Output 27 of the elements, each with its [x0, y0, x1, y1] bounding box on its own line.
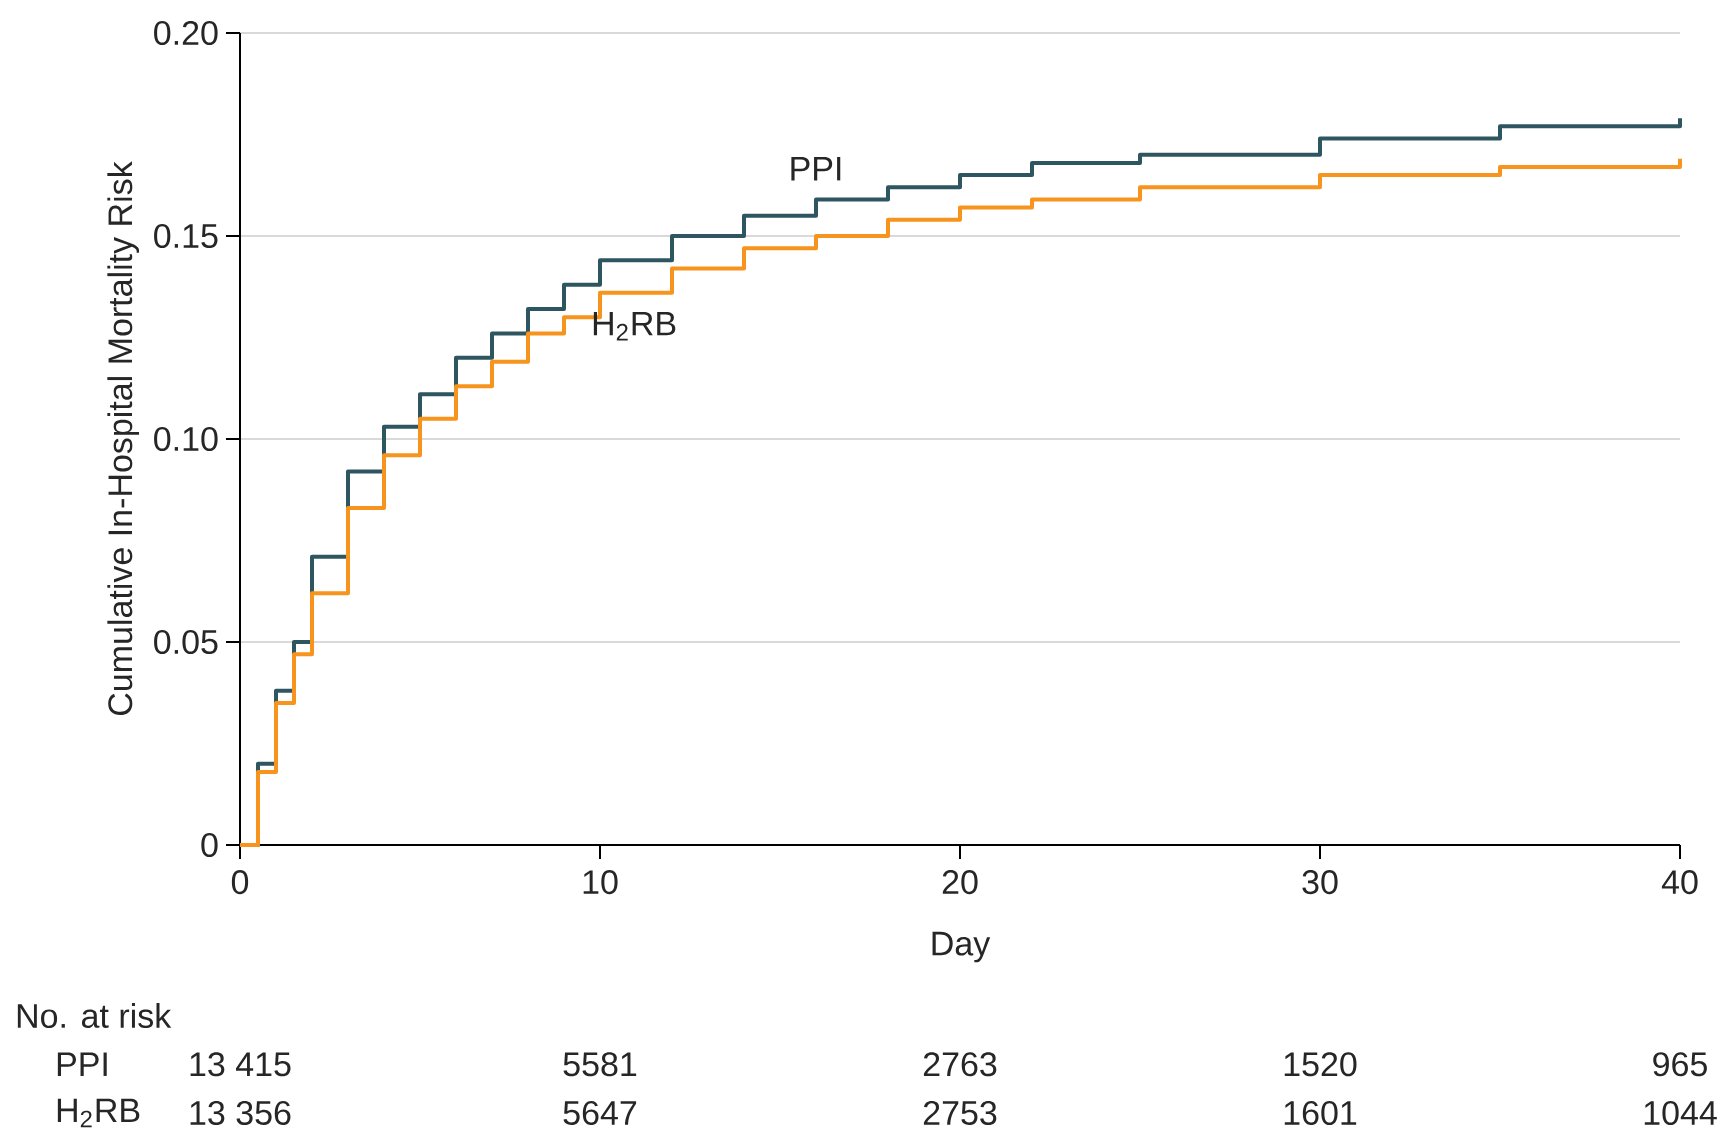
text: No. at risk — [17, 1003, 172, 1029]
text: 1520 — [1284, 1052, 1357, 1077]
text: 1044 — [1644, 1100, 1717, 1126]
text: 1601 — [1284, 1100, 1357, 1126]
text: 5647 — [563, 1100, 637, 1126]
text: 965 — [1653, 1052, 1707, 1077]
text: 5581 — [563, 1052, 637, 1077]
text: 2753 — [923, 1100, 997, 1126]
text: 13 415 — [190, 1052, 291, 1077]
x-tick-label: 0 — [231, 870, 249, 895]
text: H$_{2}$RB — [57, 1098, 140, 1128]
y-tick-label: 0.05 — [154, 629, 218, 655]
series-label: PPI — [791, 156, 841, 181]
y-tick-label: 0 — [201, 832, 218, 858]
text: 2763 — [923, 1052, 997, 1077]
x-axis-title: Day — [932, 931, 991, 963]
text: PPI — [57, 1052, 107, 1076]
x-tick-label: 10 — [583, 870, 618, 895]
y-tick-label: 0.10 — [154, 426, 218, 452]
y-axis-title: Cumulative In-Hospital Mortality Risk — [107, 161, 140, 716]
x-tick-label: 40 — [1661, 870, 1698, 895]
text: 13 356 — [190, 1100, 291, 1126]
series-label: H$_{2}$RB — [593, 311, 676, 341]
x-tick-label: 20 — [942, 870, 978, 895]
y-tick-label: 0.20 — [154, 20, 218, 46]
y-tick-label: 0.15 — [154, 223, 218, 249]
x-tick-label: 30 — [1302, 870, 1338, 895]
